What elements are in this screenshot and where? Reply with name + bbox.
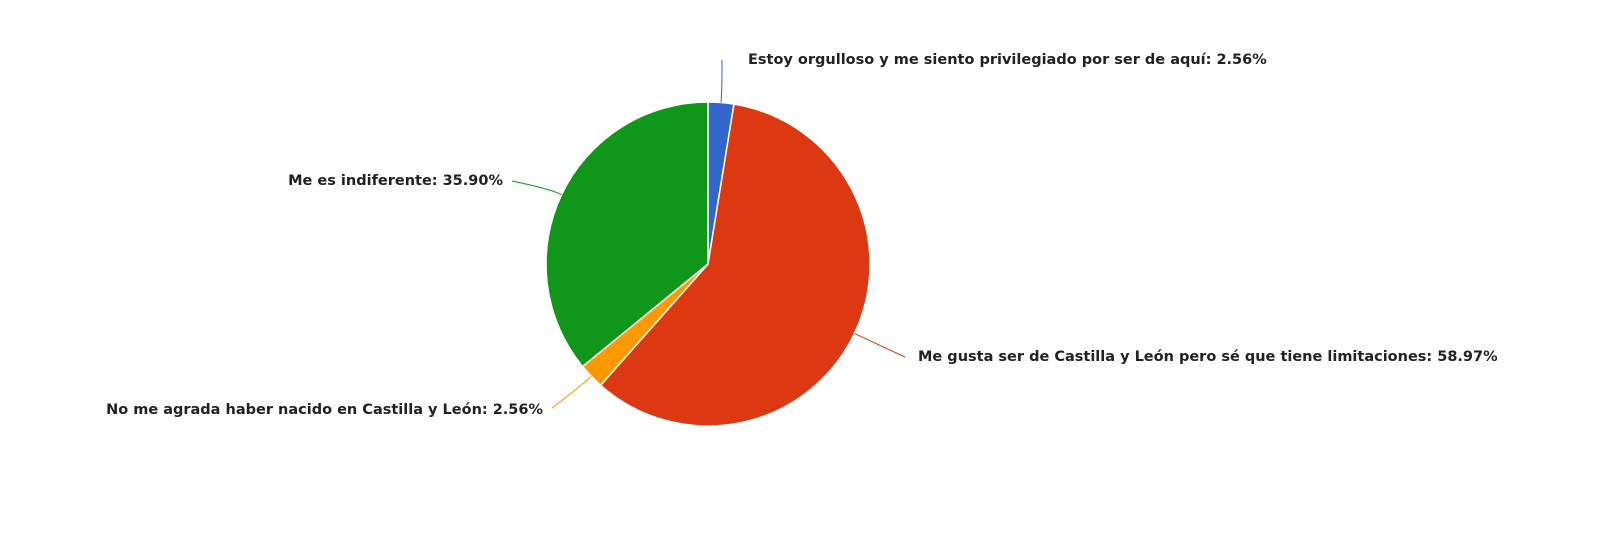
leader-line (854, 332, 906, 358)
category-label: Estoy orgulloso y me siento privilegiado… (748, 52, 1211, 68)
slice-label: Estoy orgulloso y me siento privilegiado… (748, 52, 1267, 68)
category-label: No me agrada haber nacido en Castilla y … (106, 402, 488, 418)
pie-slice (545, 101, 709, 368)
category-label: Me es indiferente: (288, 173, 437, 189)
value-label: 58.97% (1437, 349, 1498, 365)
slice-label: Me es indiferente: 35.90% (288, 173, 503, 189)
value-label: 2.56% (1216, 52, 1267, 68)
value-label: 35.90% (443, 173, 504, 189)
leader-line (551, 375, 592, 409)
category-label: Me gusta ser de Castilla y León pero sé … (918, 349, 1432, 365)
leader-line (511, 180, 562, 196)
slice-label: No me agrada haber nacido en Castilla y … (106, 402, 543, 418)
slice-label: Me gusta ser de Castilla y León pero sé … (918, 349, 1498, 365)
value-label: 2.56% (493, 402, 544, 418)
pie-slice (599, 103, 871, 427)
leader-line (720, 59, 723, 103)
